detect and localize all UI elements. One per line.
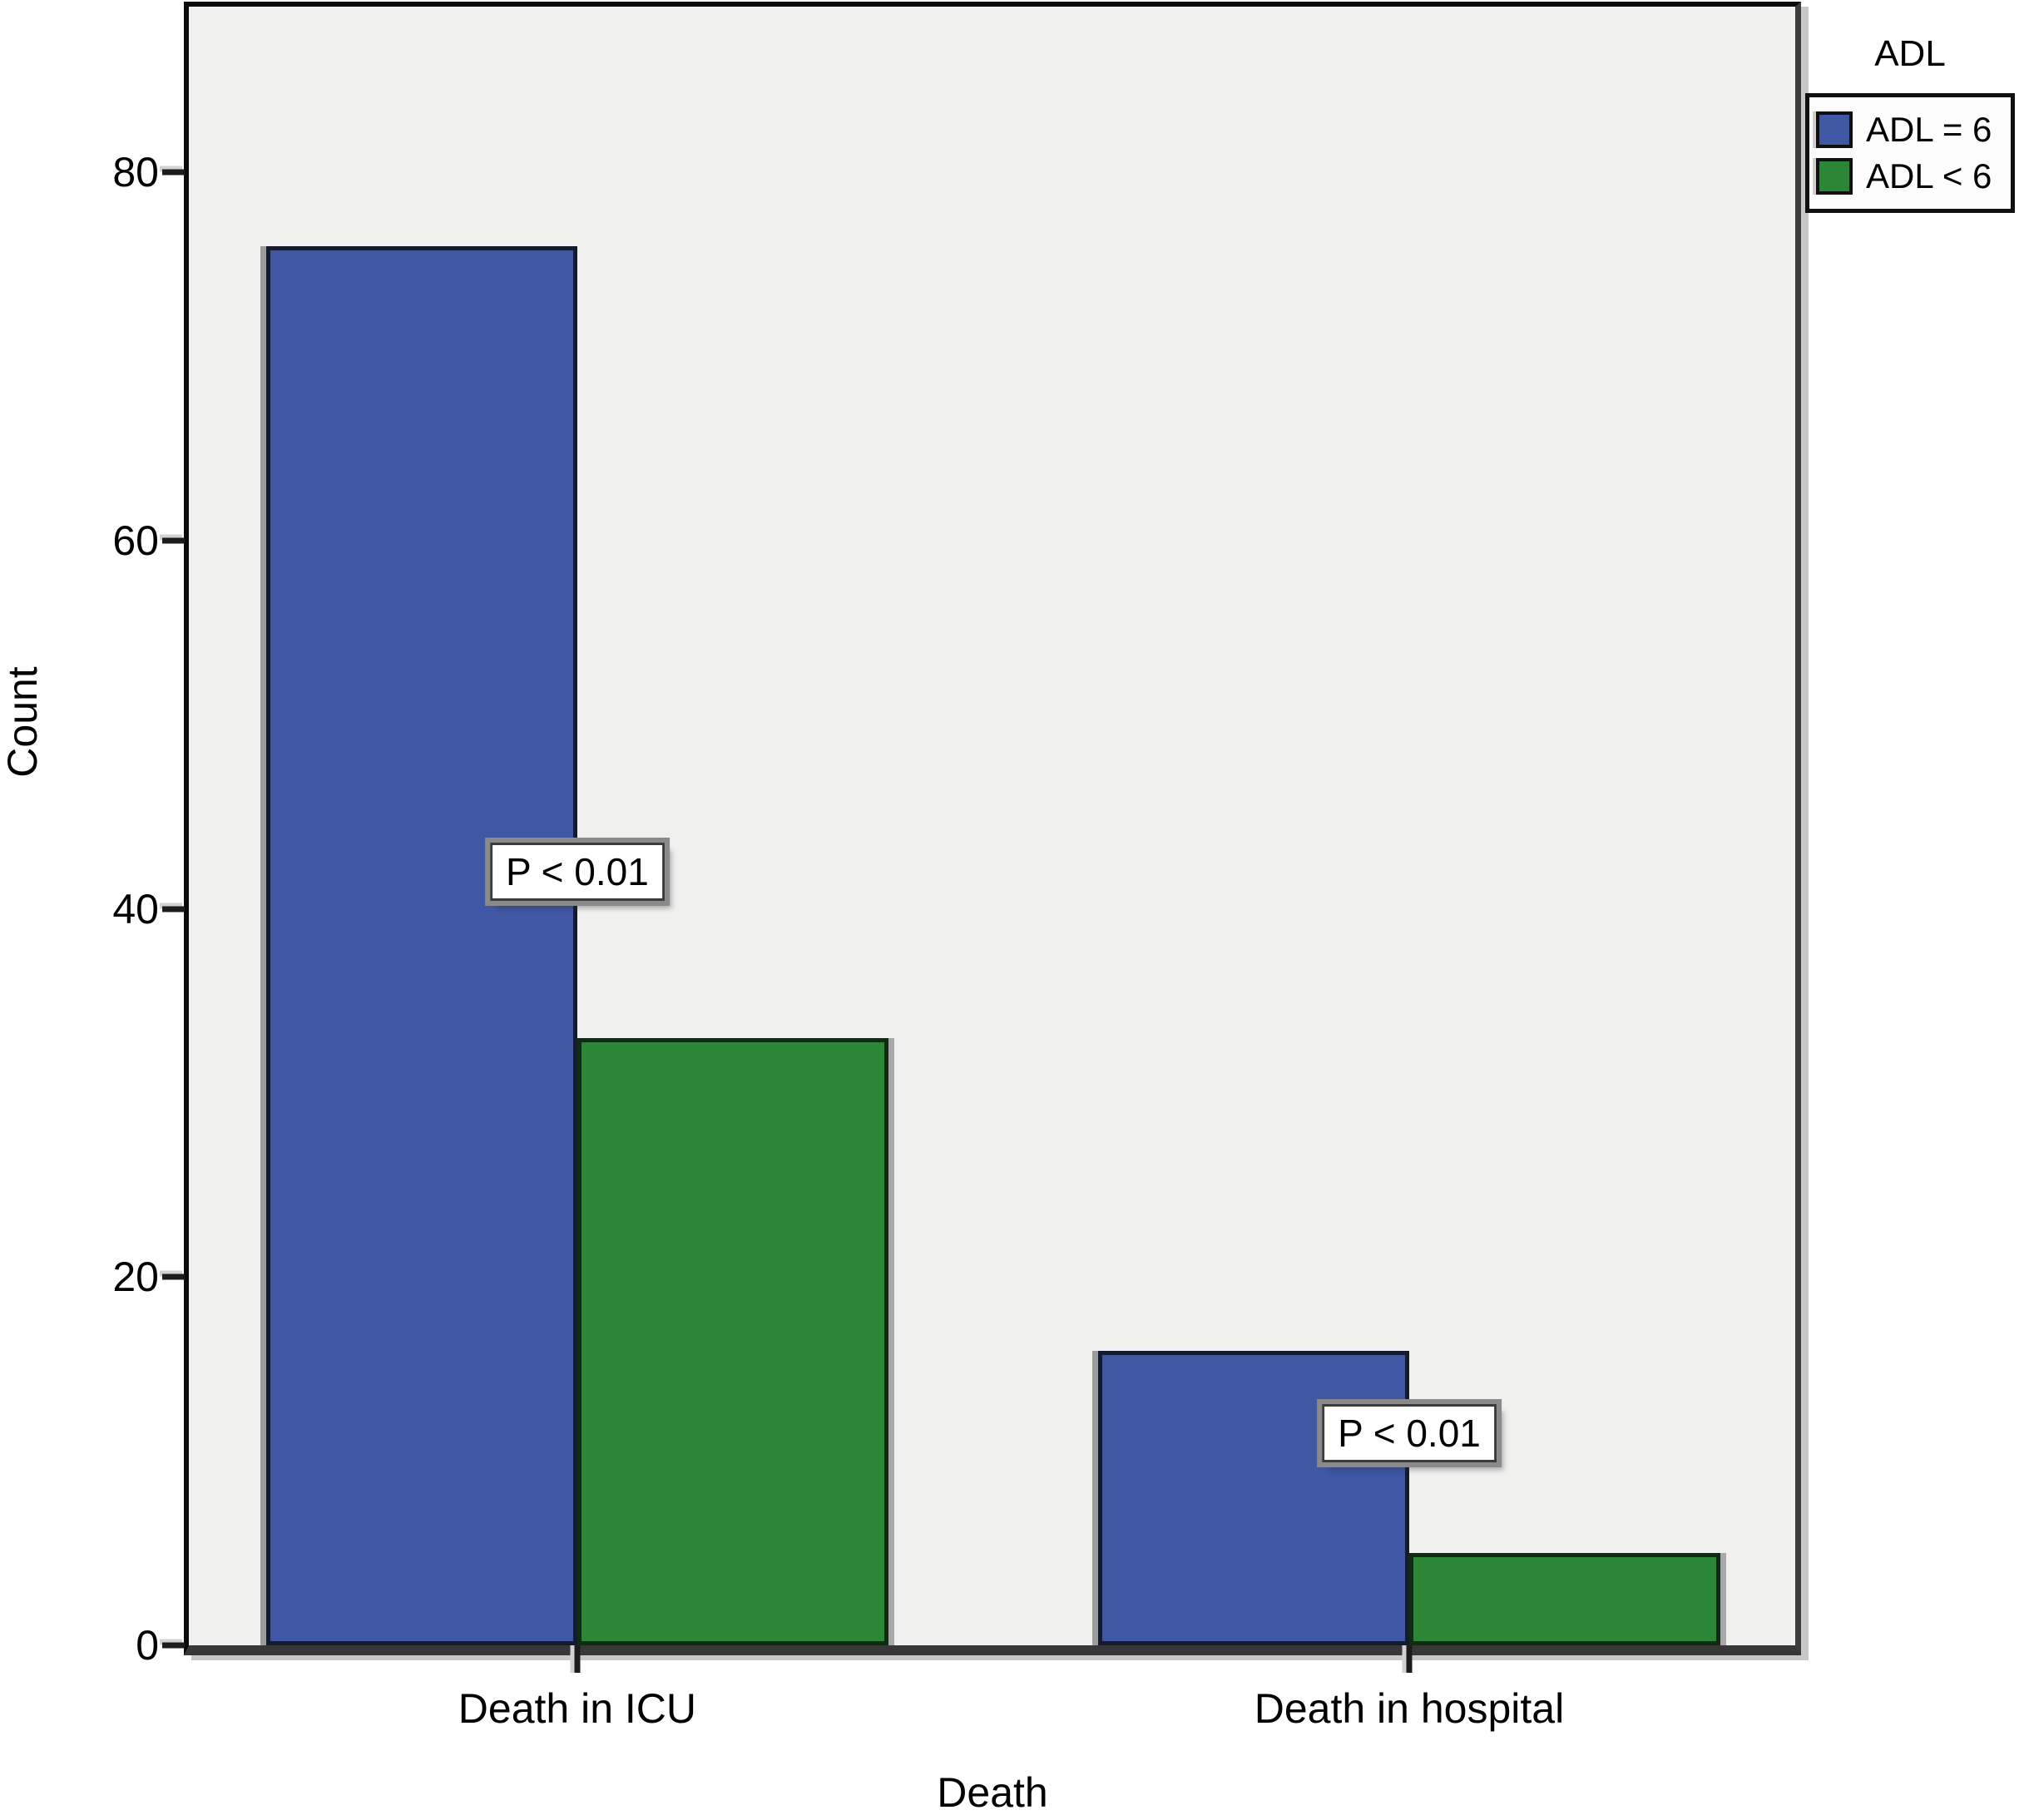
y-tick-label: 60 xyxy=(112,517,159,564)
legend-item: ADL = 6 xyxy=(1816,108,2004,151)
y-tick-label: 40 xyxy=(112,885,159,932)
y-tick-mark xyxy=(162,169,185,176)
legend-item-label: ADL < 6 xyxy=(1866,156,1992,195)
p-value-annotation: P < 0.01 xyxy=(1317,1399,1502,1468)
bar xyxy=(1408,1553,1720,1645)
p-value-annotation: P < 0.01 xyxy=(485,838,670,907)
y-tick-label: 0 xyxy=(136,1622,159,1669)
category-label: Death in ICU xyxy=(458,1685,697,1732)
y-axis-title: Count xyxy=(0,666,46,778)
bar xyxy=(265,245,577,1645)
y-tick-label: 80 xyxy=(112,149,159,196)
y-tick-label: 20 xyxy=(112,1254,159,1301)
category-label: Death in hospital xyxy=(1254,1685,1565,1732)
legend-item: ADL < 6 xyxy=(1816,155,2004,198)
legend-title: ADL xyxy=(1874,33,1946,74)
x-tick-mark xyxy=(574,1645,581,1673)
x-axis-title: Death xyxy=(937,1769,1048,1816)
y-tick-mark xyxy=(162,1274,185,1280)
bar xyxy=(1097,1350,1409,1645)
y-tick-mark xyxy=(162,1642,185,1649)
y-tick-mark xyxy=(162,906,185,912)
y-tick-mark xyxy=(162,537,185,544)
legend: ADL = 6 ADL < 6 xyxy=(1805,93,2015,213)
legend-item-label: ADL = 6 xyxy=(1866,110,1992,149)
legend-swatch xyxy=(1816,111,1853,148)
plot-area: 0 20 40 60 80 Death in ICU Death in hospital P … xyxy=(112,2,1801,1730)
legend-swatch xyxy=(1816,158,1853,195)
bar xyxy=(577,1037,888,1645)
x-tick-mark xyxy=(1406,1645,1413,1673)
